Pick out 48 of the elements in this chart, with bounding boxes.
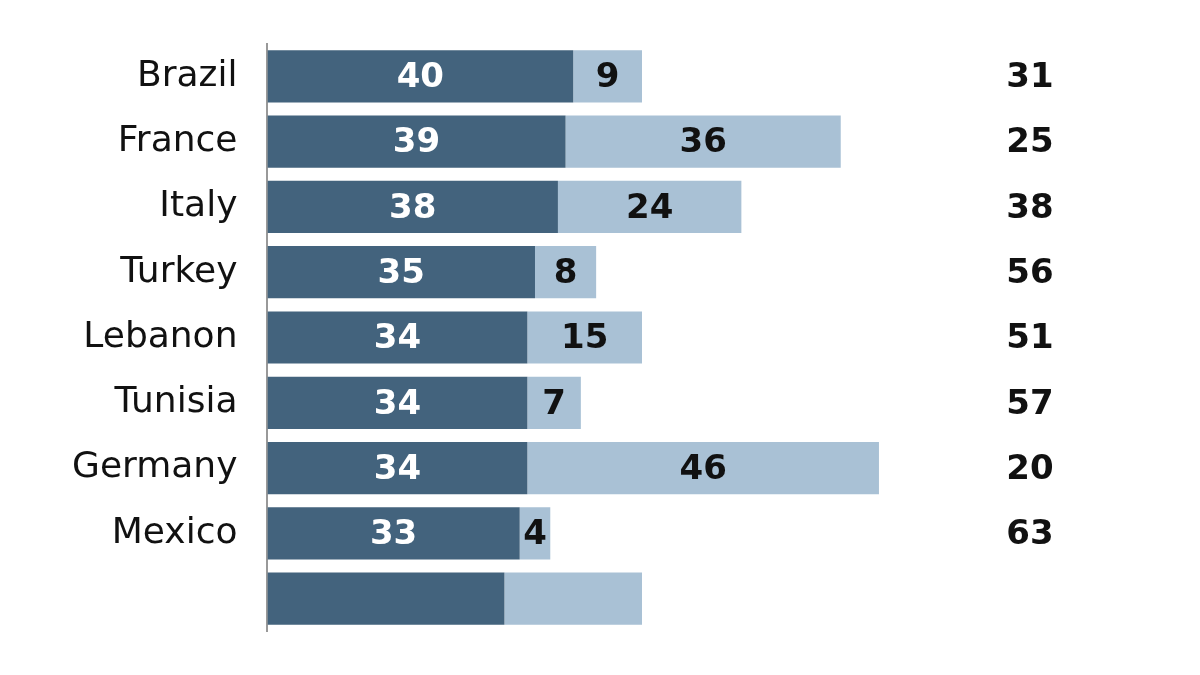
annotation: 56 [1006,251,1054,292]
annotation: 20 [1006,446,1054,487]
data-label: 4 [523,512,547,553]
data-label: 34 [373,446,422,487]
annotation: 57 [1006,381,1054,422]
bar [504,572,643,625]
data-label: 33 [369,512,418,553]
bar [573,50,643,103]
bar [527,311,643,364]
y-tick-label: Germany [71,444,238,486]
bar [267,442,528,495]
data-label: 36 [679,120,727,161]
y-tick-label: Italy [159,183,238,225]
y-tick-label: Brazil [136,52,238,94]
data-label: 38 [389,185,437,226]
bar [267,246,535,299]
annotation: 25 [1006,120,1054,161]
bar [267,507,520,560]
annotation: 38 [1006,185,1054,226]
bar [267,115,566,168]
data-label: 24 [625,185,674,226]
y-tick-label: Turkey [119,248,238,290]
bar [267,180,558,233]
bar [267,50,574,103]
bar [267,311,528,364]
data-label: 46 [679,446,727,487]
data-label: 9 [595,55,620,96]
y-tick-label: Tunisia [113,379,238,421]
annotation: 31 [1006,55,1054,96]
y-tick-label: Mexico [111,509,238,551]
annotation: 63 [1006,512,1054,553]
data-label: 40 [396,55,444,96]
data-label: 7 [542,381,566,422]
bar [267,572,505,625]
y-tick-label: France [117,117,238,159]
y-tick-label: Lebanon [83,313,238,355]
bar [565,115,841,168]
data-label: 35 [377,251,425,292]
data-label: 15 [561,316,609,357]
data-label: 8 [553,251,578,292]
bar [557,180,742,233]
bar [527,442,879,495]
data-label: 34 [373,316,422,357]
bar [267,376,528,429]
data-label: 34 [373,381,422,422]
data-label: 39 [392,120,441,161]
annotation: 51 [1006,316,1054,357]
bar [527,376,581,429]
